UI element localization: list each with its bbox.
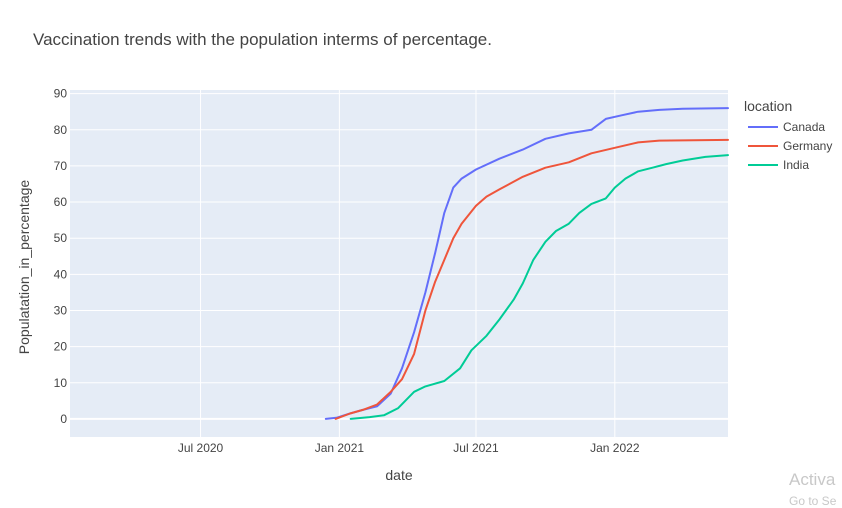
grid (70, 90, 728, 437)
activation-watermark: Activa (789, 470, 836, 489)
x-tick-label: Jul 2020 (178, 441, 224, 455)
y-tick-label: 40 (54, 267, 68, 281)
y-tick-label: 60 (54, 195, 68, 209)
chart-title: Vaccination trends with the population i… (33, 30, 492, 49)
legend-item-india[interactable]: India (783, 158, 809, 172)
y-tick-label: 0 (60, 412, 67, 426)
y-tick-label: 70 (54, 159, 68, 173)
plot-area[interactable] (70, 90, 728, 437)
x-tick-label: Jan 2022 (590, 441, 640, 455)
y-tick-label: 10 (54, 376, 68, 390)
x-tick-label: Jul 2021 (453, 441, 499, 455)
activation-watermark-sub: Go to Se (789, 494, 837, 508)
series-lines (324, 107, 729, 420)
y-tick-label: 30 (54, 303, 68, 317)
legend-title: location (744, 98, 792, 114)
y-tick-label: 90 (54, 87, 68, 101)
axis-ticks: 0 10 20 30 40 50 60 70 80 90 Jul 2020 Jan 2021 Jul 2… (54, 87, 640, 455)
series-line-india[interactable] (349, 154, 729, 420)
y-tick-label: 20 (54, 340, 68, 354)
series-line-canada[interactable] (324, 107, 729, 420)
legend-item-germany[interactable]: Germany (783, 139, 832, 153)
y-tick-label: 80 (54, 123, 68, 137)
y-tick-label: 50 (54, 231, 68, 245)
y-axis-title: Populatation_in_percentage (16, 180, 32, 355)
x-tick-label: Jan 2021 (315, 441, 365, 455)
series-line-germany[interactable] (334, 138, 729, 420)
x-axis-title: date (385, 467, 412, 483)
legend[interactable]: location Canada Germany India (744, 98, 832, 172)
legend-item-canada[interactable]: Canada (783, 120, 825, 134)
